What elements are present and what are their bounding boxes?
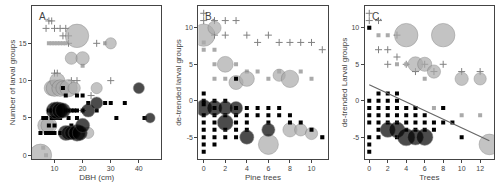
svg-text:Pine trees: Pine trees xyxy=(245,173,281,182)
svg-text:-5: -5 xyxy=(187,134,193,141)
svg-text:10: 10 xyxy=(19,77,27,84)
svg-text:Trees: Trees xyxy=(419,173,439,182)
svg-text:8: 8 xyxy=(441,165,445,172)
svg-text:-5: -5 xyxy=(353,134,359,141)
svg-text:5: 5 xyxy=(355,61,359,68)
svg-text:Number of larval groups: Number of larval groups xyxy=(8,40,17,125)
svg-text:30: 30 xyxy=(107,165,115,172)
svg-text:0: 0 xyxy=(355,97,359,104)
svg-text:0: 0 xyxy=(367,165,371,172)
svg-text:0: 0 xyxy=(189,97,193,104)
svg-text:10: 10 xyxy=(51,165,59,172)
svg-text:6: 6 xyxy=(423,165,427,172)
svg-text:20: 20 xyxy=(79,165,87,172)
svg-text:10: 10 xyxy=(351,24,359,31)
svg-text:0: 0 xyxy=(202,165,206,172)
svg-text:6: 6 xyxy=(266,165,270,172)
svg-text:8: 8 xyxy=(288,165,292,172)
svg-text:0: 0 xyxy=(23,152,27,159)
svg-text:40: 40 xyxy=(135,165,143,172)
svg-text:10: 10 xyxy=(308,165,316,172)
svg-text:A.: A. xyxy=(39,11,48,22)
svg-text:2: 2 xyxy=(386,165,390,172)
svg-text:de-trended larval groups: de-trended larval groups xyxy=(174,39,183,126)
svg-text:5: 5 xyxy=(23,114,27,121)
svg-text:10: 10 xyxy=(458,165,466,172)
svg-text:4: 4 xyxy=(245,165,249,172)
svg-text:2: 2 xyxy=(223,165,227,172)
svg-text:15: 15 xyxy=(19,40,27,47)
svg-text:5: 5 xyxy=(189,61,193,68)
svg-text:12: 12 xyxy=(476,165,484,172)
svg-text:B.: B. xyxy=(205,11,214,22)
svg-text:C.: C. xyxy=(372,11,382,22)
svg-text:DBH (cm): DBH (cm) xyxy=(79,173,114,182)
svg-text:de-trended Larval groups: de-trended Larval groups xyxy=(340,38,349,127)
svg-text:10: 10 xyxy=(185,24,193,31)
svg-text:4: 4 xyxy=(404,165,408,172)
